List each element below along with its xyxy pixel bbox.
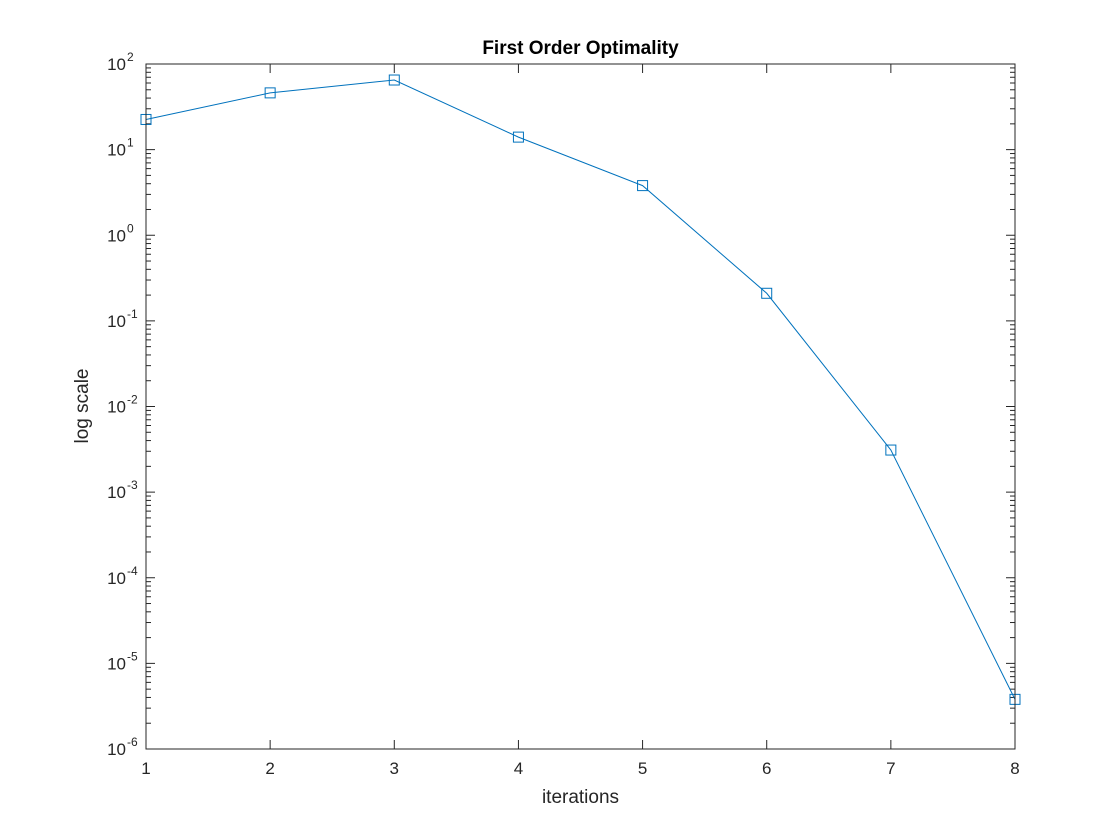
y-tick-label-base: 10	[107, 654, 126, 673]
y-tick-label-base: 10	[107, 312, 126, 331]
y-tick-label-base: 10	[107, 141, 126, 160]
x-tick-label: 5	[638, 759, 647, 778]
y-tick-label-exponent: -5	[127, 649, 138, 663]
y-tick-label-base: 10	[107, 483, 126, 502]
y-tick-label-exponent: 2	[127, 50, 134, 64]
y-tick-label-exponent: -4	[127, 564, 138, 578]
y-axis-label: log scale	[72, 369, 93, 444]
plot-area	[146, 64, 1015, 749]
data-point-marker	[761, 287, 773, 299]
axis-ticks	[145, 63, 1016, 750]
y-tick-label-exponent: 1	[127, 136, 134, 150]
data-point-marker	[637, 180, 649, 192]
x-tick-label: 8	[1010, 759, 1019, 778]
x-tick-labels: 1 2 3 4 5 6 7 8	[141, 759, 1019, 778]
x-axis-label: iterations	[542, 787, 619, 808]
y-tick-label-exponent: -1	[127, 307, 138, 321]
y-tick-label-base: 10	[107, 226, 126, 245]
y-tick-label-base: 10	[107, 398, 126, 417]
x-tick-label: 3	[390, 759, 399, 778]
y-tick-label-base: 10	[107, 569, 126, 588]
y-tick-label-exponent: 0	[127, 221, 134, 235]
data-point-marker	[885, 444, 897, 456]
y-tick-label-base: 10	[107, 55, 126, 74]
axes-box	[145, 63, 1016, 750]
y-tick-label-exponent: -3	[127, 478, 138, 492]
x-tick-label: 4	[514, 759, 523, 778]
y-tick-label-base: 10	[107, 740, 126, 759]
x-tick-label: 1	[141, 759, 150, 778]
chart-title: First Order Optimality	[482, 38, 679, 59]
data-point-marker	[264, 87, 276, 99]
series-line	[145, 79, 1016, 700]
data-point-marker	[512, 131, 524, 143]
y-tick-label-exponent: -6	[127, 735, 138, 749]
x-tick-label: 2	[265, 759, 274, 778]
series-group	[140, 74, 1021, 705]
x-tick-label: 6	[762, 759, 771, 778]
y-tick-label-exponent: -2	[127, 393, 138, 407]
x-tick-label: 7	[886, 759, 895, 778]
data-point-marker	[388, 74, 400, 86]
